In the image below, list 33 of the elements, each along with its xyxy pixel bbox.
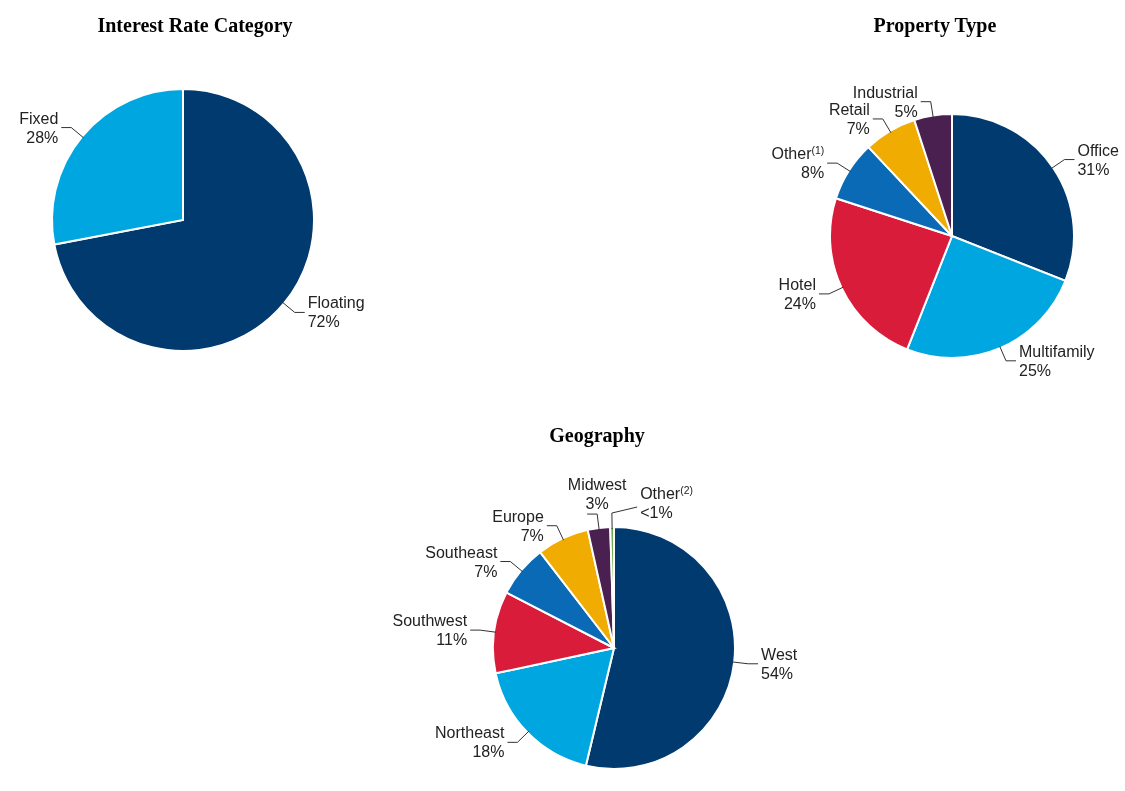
slice-label: Northeast: [435, 724, 505, 742]
slice-label: Fixed: [19, 109, 59, 127]
chart-title: Interest Rate Category: [97, 14, 293, 37]
data-label: 31%: [1077, 160, 1110, 178]
slice-label: Hotel: [778, 275, 816, 293]
slice-label: Midwest: [567, 476, 628, 494]
slice-label: Southeast: [425, 543, 498, 561]
data-label: 54%: [761, 664, 794, 682]
slice-label: Floating: [307, 294, 365, 312]
slice-label: West: [761, 645, 798, 663]
data-label: 18%: [472, 743, 505, 761]
data-label: 7%: [474, 562, 498, 580]
data-label: 28%: [26, 128, 59, 146]
slice-label: Europe: [492, 507, 544, 525]
data-label: 8%: [801, 164, 825, 182]
data-label: <1%: [640, 504, 673, 522]
data-label: 24%: [783, 294, 816, 312]
slice-label: Other$^{(2)}$: [640, 484, 693, 503]
slice-label: Multifamily: [1019, 342, 1095, 360]
data-label: 25%: [1019, 361, 1052, 379]
data-label: 5%: [894, 102, 918, 120]
chart-title: Geography: [549, 424, 645, 447]
data-label: 3%: [585, 495, 609, 513]
slice-label: Retail: [828, 100, 870, 118]
chart-title: Property Type: [873, 14, 997, 37]
data-label: 11%: [436, 631, 468, 649]
slice-label: Office: [1077, 141, 1120, 159]
data-label: 72%: [307, 313, 340, 331]
slice-label: Southwest: [392, 612, 468, 630]
slice-label: Other$^{(1)}$: [771, 144, 825, 163]
data-label: 7%: [520, 526, 544, 544]
slice-label: Industrial: [852, 83, 918, 101]
data-label: 7%: [846, 119, 870, 137]
